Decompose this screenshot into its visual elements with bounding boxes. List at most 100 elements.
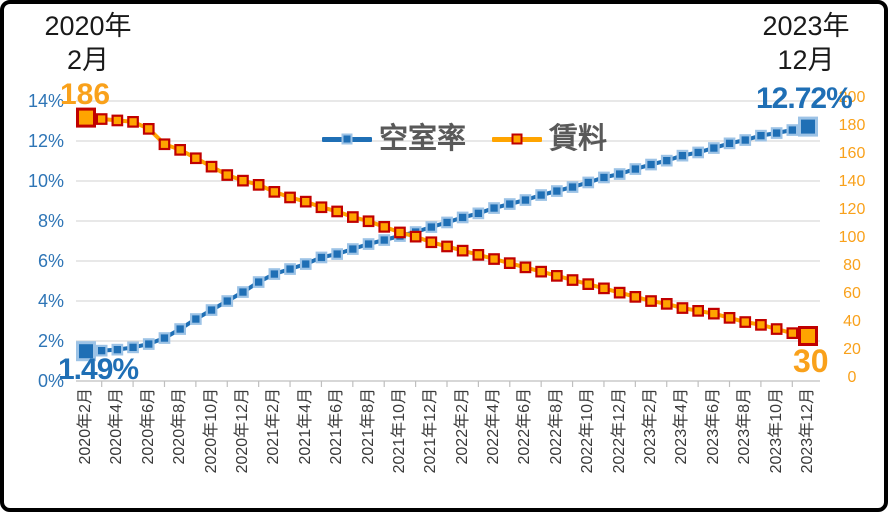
data-marker-rent [707,307,720,320]
right-axis-tick-label: 80 [843,257,861,274]
annotation-end-date: 2023年 12月 [750,9,862,77]
data-marker-vacancy-rate [535,189,548,201]
legend-line-marker-icon [492,133,543,145]
left-axis-tick-label: 12% [27,131,64,151]
legend-label: 空室率 [379,123,467,155]
data-marker-rent [205,160,218,173]
data-marker-rent [723,312,736,324]
data-marker-rent [755,319,767,331]
data-marker-rent [566,274,579,286]
rent-start-value-label: 186 [60,78,111,111]
data-marker-vacancy-rate [284,263,296,275]
legend-item-vacancy-rate: 空室率 [322,123,466,155]
data-marker-rent [676,302,689,314]
data-marker-vacancy-rate [613,168,626,180]
x-axis-tick-label: 2021年6月 [328,388,346,465]
x-axis-tick-label: 2020年2月 [77,388,94,465]
data-marker-vacancy-rate [598,171,610,184]
x-axis-tick-label: 2022年12月 [610,388,628,474]
data-marker-rent [252,179,265,191]
left-axis-tick-label: 2% [37,331,64,351]
x-axis-tick-label: 2022年10月 [579,388,597,474]
data-marker-rent [268,186,281,198]
x-axis-tick-label: 2021年2月 [265,388,283,465]
right-axis-tick-label: 180 [838,117,866,134]
x-axis-tick-label: 2020年6月 [139,388,157,465]
data-marker-rent [598,282,610,295]
vacancy-end-value-label: 12.72% [756,82,853,115]
data-marker-vacancy-rate [111,343,124,356]
x-axis-tick-label: 2021年10月 [390,388,408,474]
x-axis-tick-label: 2020年4月 [108,388,126,465]
left-axis-tick-label: 14% [27,91,64,111]
legend-item-rent: 賃料 [492,123,607,155]
x-axis-tick-label: 2023年8月 [736,388,754,465]
left-axis-tick-label: 4% [37,291,64,311]
data-marker-rent [786,327,799,339]
data-marker-rent [425,236,438,249]
rent-end-value-label: 30 [793,343,829,379]
right-axis-tick-label: 60 [843,285,861,302]
data-marker-vacancy-rate [237,286,249,298]
data-marker-rent [692,305,705,317]
x-axis-tick-label: 2021年12月 [422,388,440,474]
data-marker-vacancy-rate [268,268,281,280]
data-marker-rent [190,152,202,165]
data-marker-rent [739,316,752,328]
data-marker-rent [394,226,406,239]
axis-labels-layer: 0% 2% 4% 6% 8% 10% 12% 14% 0 20 40 60 80 100 120 140 160… [4,4,884,508]
x-axis-tick-label: 2022年6月 [516,388,534,465]
data-marker-rent [378,221,391,233]
data-marker-rent [142,122,155,135]
vacancy-start-value-label: 1.49% [58,353,139,386]
endpoint-marker-vacancy-rate [798,116,818,137]
right-axis-tick-label: 200 [838,89,866,106]
data-marker-vacancy-rate [362,238,375,250]
data-marker-rent [347,211,359,223]
legend: 空室率 賃料 [322,123,607,155]
data-marker-vacancy-rate [142,338,155,350]
x-axis-tick-label: 2020年8月 [171,388,189,465]
data-marker-vacancy-rate [645,158,657,171]
data-marker-rent [111,114,124,127]
data-marker-vacancy-rate [127,341,139,354]
data-marker-vacancy-rate [205,304,218,316]
endpoint-marker-vacancy-rate [76,341,96,362]
data-marker-vacancy-rate [425,221,438,233]
x-axis-tick-label: 2022年2月 [453,388,471,465]
data-marker-rent [158,138,171,151]
data-marker-vacancy-rate [739,134,752,146]
data-marker-rent [221,169,234,181]
data-marker-rent [770,323,783,335]
data-marker-vacancy-rate [629,163,642,175]
data-marker-vacancy-rate [158,332,171,344]
data-marker-vacancy-rate [174,323,186,335]
data-marker-vacancy-rate [582,176,595,189]
data-marker-vacancy-rate [190,313,202,325]
start-date-year: 2020年 [44,11,132,41]
data-marker-rent [331,205,343,218]
legend-line-marker-icon [322,133,372,145]
data-marker-vacancy-rate [488,202,500,214]
data-marker-vacancy-rate [456,211,469,224]
data-marker-vacancy-rate [692,146,705,159]
data-marker-rent [645,295,657,307]
endpoint-marker-rent [798,326,818,346]
x-axis-tick-label: 2023年6月 [704,388,722,465]
right-axis-tick-label: 160 [838,145,866,162]
data-marker-rent [535,265,548,278]
data-marker-rent [472,249,485,261]
data-marker-rent [362,215,375,228]
data-marker-vacancy-rate [660,154,673,167]
x-axis-tick-label: 2023年10月 [767,388,785,474]
right-axis-tick-label: 40 [843,313,861,330]
data-marker-vacancy-rate [95,344,108,357]
end-date-month: 12月 [777,45,835,75]
data-marker-rent [629,291,642,303]
x-axis-tick-label: 2021年4月 [296,388,314,465]
x-axis-tick-label: 2022年8月 [547,388,565,465]
endpoint-marker-rent [76,107,96,128]
data-marker-rent [284,191,296,204]
x-axis-tick-label: 2023年4月 [673,388,691,465]
